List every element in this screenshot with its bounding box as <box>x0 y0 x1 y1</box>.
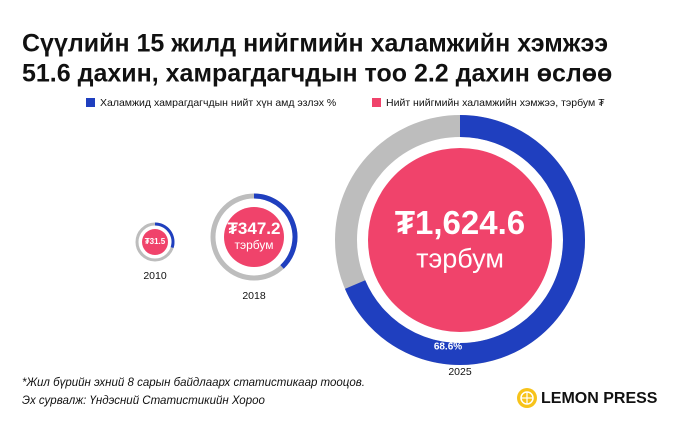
coverage-arc <box>253 193 298 269</box>
coverage-arc <box>344 115 585 365</box>
note: *Жил бүрийн эхний 8 сарын байдлаарх стат… <box>22 377 365 389</box>
category-label: 2018 <box>242 290 266 302</box>
note: Эх сурвалж: Үндэсний Статистикийн Хороо <box>22 395 265 407</box>
amount-bubble <box>224 207 284 267</box>
amount-label: ₮347.2 <box>228 219 281 238</box>
amount-label: ₮1,624.6 <box>395 204 525 241</box>
amount-bubble <box>142 229 168 255</box>
logo-text: LEMON PRESS <box>541 390 658 407</box>
legend-swatch <box>372 98 381 107</box>
coverage-arc <box>154 222 175 249</box>
amount-label: ₮31.5 <box>145 237 166 246</box>
logo-icon <box>517 388 537 408</box>
amount-unit: тэрбум <box>234 238 273 252</box>
chart-title: 51.6 дахин, хамрагдагчдын тоо 2.2 дахин … <box>22 60 612 88</box>
amount-unit: тэрбум <box>416 243 504 273</box>
amount-bubble <box>368 148 552 332</box>
category-label: 2025 <box>448 366 472 378</box>
category-label: 2010 <box>143 270 167 282</box>
legend-label: Халамжид хамрагдагчдын нийт хүн амд эзлэ… <box>100 97 336 109</box>
coverage-label: 68.6% <box>434 342 462 353</box>
legend-swatch <box>86 98 95 107</box>
chart-title: Сүүлийн 15 жилд нийгмийн халамжийн хэмжэ… <box>22 30 608 58</box>
legend-label: Нийт нийгмийн халамжийн хэмжээ, тэрбум ₮ <box>386 97 605 109</box>
